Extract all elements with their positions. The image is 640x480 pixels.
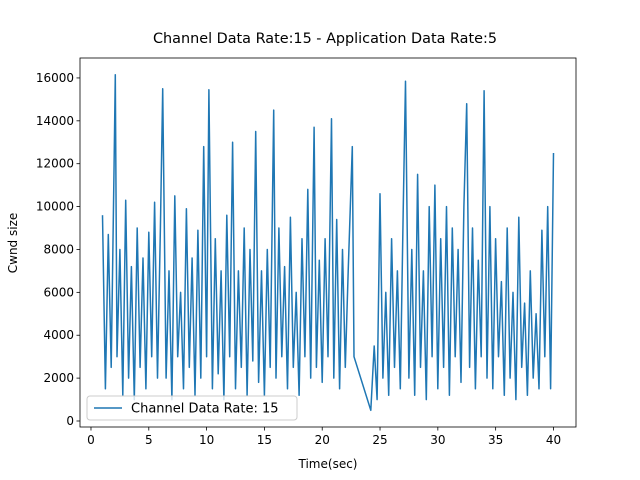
y-axis-label: Cwnd size bbox=[6, 213, 20, 274]
x-tick-label: 30 bbox=[430, 433, 445, 447]
x-tick-label: 15 bbox=[257, 433, 272, 447]
y-tick-label: 8000 bbox=[43, 242, 74, 256]
data-line bbox=[101, 73, 555, 412]
legend-label: Channel Data Rate: 15 bbox=[131, 402, 279, 417]
plot-frame bbox=[79, 57, 577, 428]
x-tick-label: 10 bbox=[199, 433, 214, 447]
x-tick-label: 25 bbox=[372, 433, 387, 447]
x-tick-label: 20 bbox=[315, 433, 330, 447]
x-tick-label: 5 bbox=[145, 433, 153, 447]
x-axis-label: Time(sec) bbox=[298, 457, 358, 471]
chart-title: Channel Data Rate:15 - Application Data … bbox=[153, 31, 497, 47]
y-tick-label: 10000 bbox=[36, 200, 74, 214]
y-tick-label: 6000 bbox=[43, 285, 74, 299]
legend-box bbox=[86, 395, 298, 421]
y-tick-label: 14000 bbox=[36, 114, 74, 128]
y-tick-label: 2000 bbox=[43, 371, 74, 385]
x-tick-label: 40 bbox=[546, 433, 561, 447]
x-tick-label: 35 bbox=[488, 433, 503, 447]
y-tick-label: 4000 bbox=[43, 328, 74, 342]
x-tick-label: 0 bbox=[87, 433, 95, 447]
y-tick-label: 12000 bbox=[36, 157, 74, 171]
y-tick-label: 0 bbox=[66, 414, 74, 428]
y-tick-label: 16000 bbox=[36, 71, 74, 85]
